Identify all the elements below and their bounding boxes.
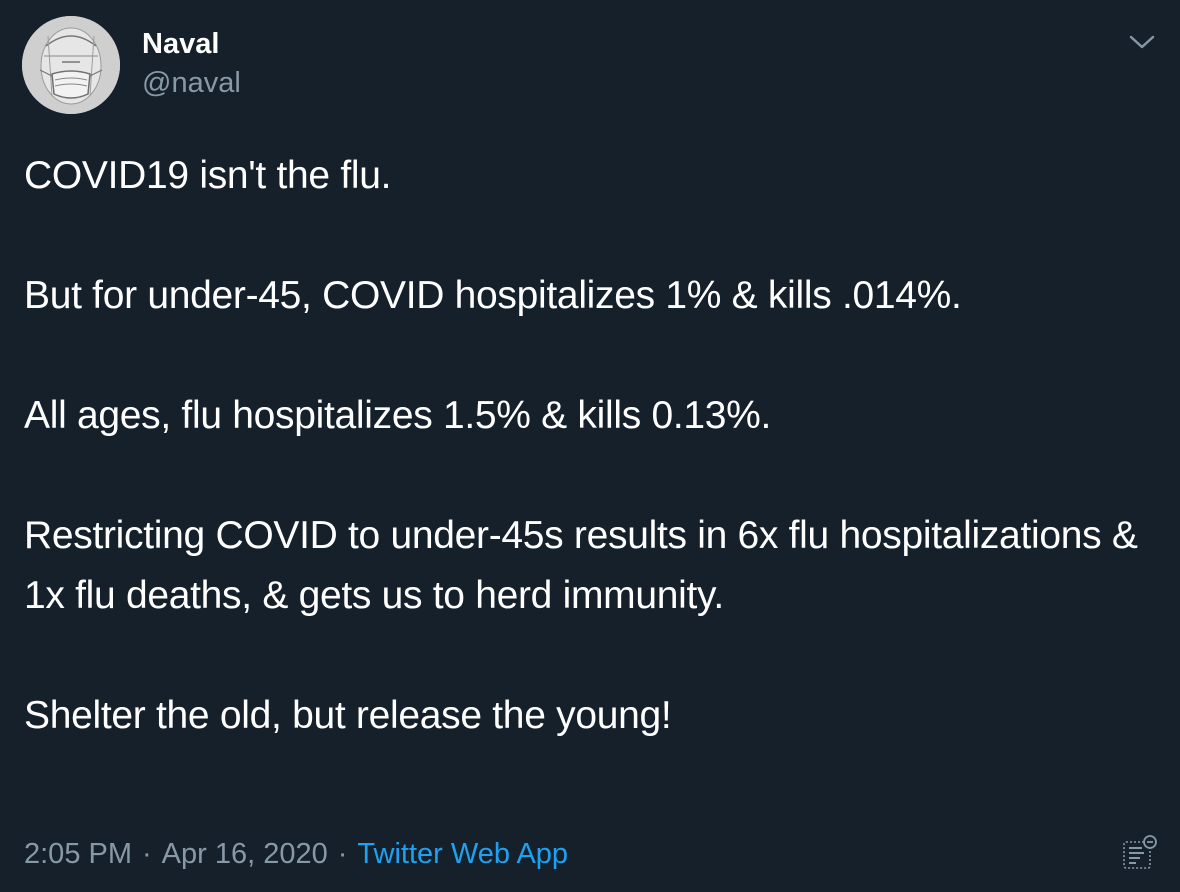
tweet-date[interactable]: Apr 16, 2020 bbox=[161, 838, 328, 870]
meta-separator: · bbox=[337, 838, 348, 870]
avatar[interactable] bbox=[22, 16, 120, 114]
meta-separator: · bbox=[142, 838, 152, 870]
tweet-paragraph: All ages, flu hospitalizes 1.5% & kills … bbox=[24, 394, 772, 437]
author-name[interactable]: Naval bbox=[142, 28, 220, 60]
tweet-source-link[interactable]: Twitter Web App bbox=[357, 838, 569, 870]
chevron-down-icon[interactable] bbox=[1126, 28, 1158, 56]
tweet-paragraph: Restricting COVID to under-45s results i… bbox=[24, 514, 1138, 617]
tweet-meta: 2:05 PM · Apr 16, 2020 · Twitter Web App bbox=[24, 836, 568, 872]
tweet-paragraph: COVID19 isn't the flu. bbox=[24, 154, 392, 197]
analytics-icon[interactable] bbox=[1120, 832, 1160, 872]
tweet-paragraph: Shelter the old, but release the young! bbox=[24, 694, 672, 737]
tweet-paragraph: But for under-45, COVID hospitalizes 1% … bbox=[24, 274, 962, 317]
author-handle[interactable]: @naval bbox=[142, 67, 241, 99]
tweet-time[interactable]: 2:05 PM bbox=[24, 838, 132, 870]
tweet-text: COVID19 isn't the flu. But for under-45,… bbox=[24, 146, 1144, 746]
masked-portrait-avatar-icon bbox=[22, 16, 120, 114]
